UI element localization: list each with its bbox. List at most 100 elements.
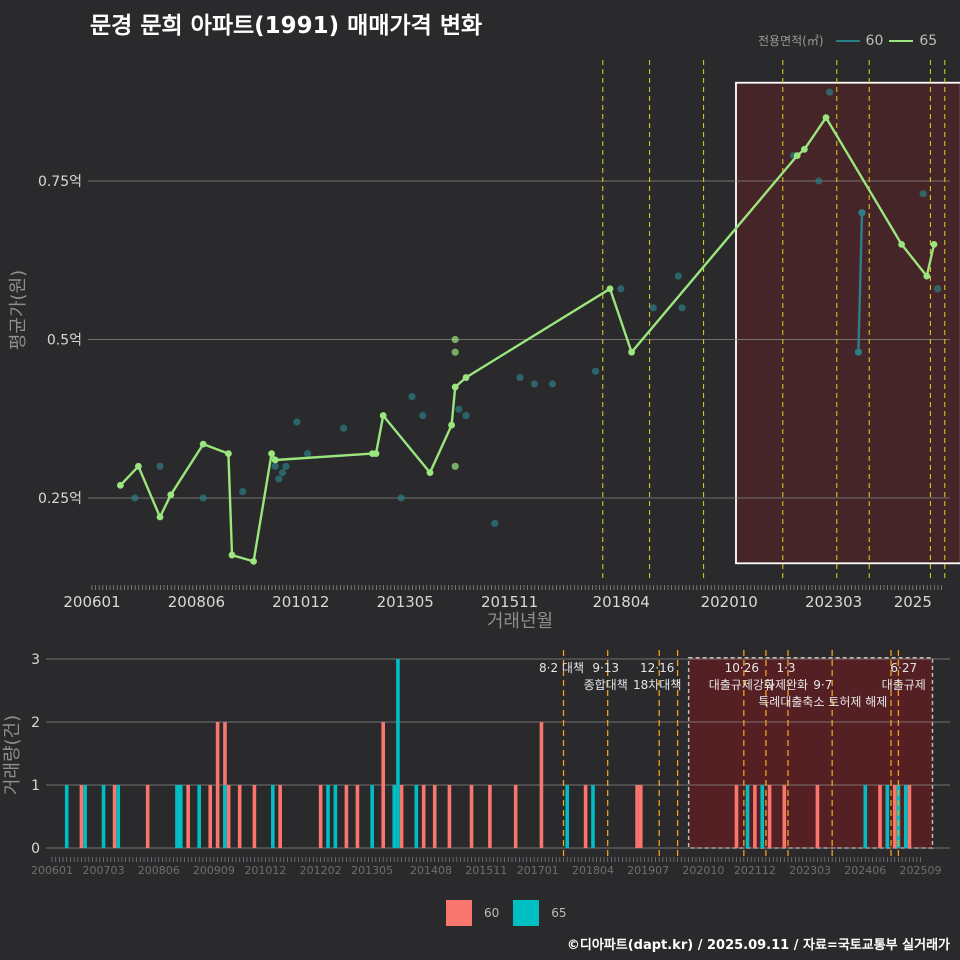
x-tick-label: 2025 bbox=[894, 593, 932, 611]
legend-line-65-icon bbox=[889, 39, 914, 42]
price-line-point-65 bbox=[225, 450, 232, 458]
price-point-60 bbox=[617, 285, 625, 293]
volume-x-tick-label: 202509 bbox=[899, 864, 941, 877]
volume-bar-65 bbox=[896, 785, 901, 848]
price-line-point-65 bbox=[199, 440, 207, 448]
volume-bar-65 bbox=[333, 785, 338, 848]
x-tick-label: 201012 bbox=[272, 593, 329, 611]
policy-annotation: 특례대출축소 토허제 해제 bbox=[758, 695, 887, 709]
price-point-60 bbox=[678, 304, 686, 312]
volume-legend-item-65: 65 bbox=[513, 900, 567, 926]
price-point-60 bbox=[275, 475, 283, 483]
volume-bar-60 bbox=[208, 785, 213, 848]
y-axis-title: 평균가(원) bbox=[8, 270, 29, 350]
price-point-60 bbox=[674, 272, 683, 280]
price-point-60 bbox=[455, 405, 463, 413]
price-line-point-65 bbox=[898, 241, 905, 248]
x-tick-label: 200806 bbox=[168, 593, 225, 611]
price-line-point-65 bbox=[606, 285, 614, 293]
volume-x-tick-label: 200601 bbox=[31, 864, 73, 877]
price-point-65 bbox=[451, 462, 459, 470]
x-axis-title: 거래년월 bbox=[487, 611, 553, 632]
price-point-60 bbox=[340, 424, 348, 432]
price-point-60 bbox=[282, 462, 290, 470]
volume-bar-65 bbox=[414, 785, 419, 848]
volume-bar-65 bbox=[565, 785, 569, 848]
policy-annotation: 10·26 bbox=[725, 661, 759, 675]
volume-bar-60 bbox=[399, 785, 404, 848]
volume-bar-65 bbox=[392, 785, 397, 848]
price-point-60 bbox=[462, 411, 470, 420]
price-line-point-65 bbox=[135, 462, 142, 470]
price-point-60 bbox=[408, 392, 416, 401]
volume-x-tick-label: 202406 bbox=[844, 864, 886, 877]
price-line-point-65 bbox=[379, 412, 387, 419]
volume-bar-65 bbox=[197, 785, 201, 848]
policy-annotation: 12·16 bbox=[640, 661, 674, 675]
price-point-60 bbox=[919, 190, 927, 198]
volume-bar-65 bbox=[396, 659, 400, 848]
volume-bar-65 bbox=[591, 785, 595, 848]
price-line-point-65 bbox=[250, 558, 257, 565]
volume-bar-60 bbox=[635, 785, 639, 848]
policy-annotation: 1·3 bbox=[776, 661, 795, 675]
price-line-point-65 bbox=[117, 481, 124, 489]
volume-bar-65 bbox=[885, 785, 890, 848]
price-point-60 bbox=[516, 373, 524, 382]
volume-bar-60 bbox=[79, 785, 84, 848]
volume-x-tick-label: 200806 bbox=[138, 864, 180, 877]
volume-bar-65 bbox=[326, 785, 330, 848]
x-tick-label: 201305 bbox=[377, 593, 434, 611]
x-tick-label: 202303 bbox=[805, 593, 862, 611]
volume-y-tick-label: 3 bbox=[31, 652, 40, 668]
volume-highlight-box bbox=[687, 656, 934, 849]
legend-label-60: 60 bbox=[865, 32, 884, 49]
volume-x-tick-label: 201804 bbox=[572, 864, 614, 877]
legend-line-60-icon bbox=[835, 39, 860, 42]
price-point-60 bbox=[156, 462, 164, 470]
policy-annotation: 종합대책 bbox=[584, 677, 628, 692]
policy-annotation: 9·7 bbox=[813, 678, 832, 692]
price-point-60 bbox=[934, 285, 942, 293]
volume-bar-60 bbox=[469, 785, 474, 848]
policy-annotation: 대출규제 bbox=[882, 678, 926, 692]
x-minor-ticks bbox=[91, 585, 942, 590]
price-point-60 bbox=[592, 367, 600, 375]
volume-bar-65 bbox=[745, 785, 750, 848]
price-point-60 bbox=[649, 304, 657, 312]
volume-bar-65 bbox=[179, 785, 183, 848]
chart-title: 문경 문희 아파트(1991) 매매가격 변화 bbox=[90, 13, 483, 39]
volume-bar-60 bbox=[252, 785, 257, 848]
y-tick-label: 0.5억 bbox=[47, 333, 82, 349]
price-point-60 bbox=[491, 519, 499, 527]
volume-bar-60 bbox=[318, 785, 323, 848]
volume-bar-60 bbox=[815, 785, 820, 848]
price-point-60 bbox=[548, 380, 557, 388]
volume-bar-60 bbox=[355, 785, 360, 848]
price-point-60 bbox=[239, 488, 247, 496]
volume-bar-60 bbox=[186, 785, 190, 848]
volume-x-tick-label: 202112 bbox=[734, 864, 776, 877]
volume-x-tick-label: 201511 bbox=[465, 864, 507, 877]
volume-bar-60 bbox=[447, 785, 452, 848]
x-tick-label: 200601 bbox=[63, 593, 120, 611]
policy-annotation: 대출규제강화 bbox=[709, 678, 775, 692]
price-line-point-65 bbox=[271, 456, 279, 464]
volume-bar-60 bbox=[344, 785, 349, 848]
volume-y-tick-label: 0 bbox=[31, 841, 40, 857]
volume-bar-60 bbox=[907, 785, 912, 848]
volume-swatch-60-icon bbox=[446, 900, 472, 926]
volume-x-tick-label: 202303 bbox=[789, 864, 831, 877]
volume-bar-65 bbox=[903, 785, 908, 848]
price-point-60 bbox=[530, 380, 539, 388]
volume-bar-60 bbox=[421, 785, 426, 848]
x-tick-label: 201804 bbox=[593, 593, 650, 611]
volume-legend: 60 65 bbox=[446, 900, 581, 926]
price-point-60 bbox=[397, 494, 405, 502]
legend-label-65: 65 bbox=[919, 32, 938, 49]
volume-bar-65 bbox=[101, 785, 106, 848]
volume-bar-65 bbox=[760, 785, 765, 848]
volume-bar-65 bbox=[271, 785, 275, 848]
price-point-65 bbox=[451, 348, 459, 356]
x-tick-label: 201511 bbox=[481, 593, 538, 611]
